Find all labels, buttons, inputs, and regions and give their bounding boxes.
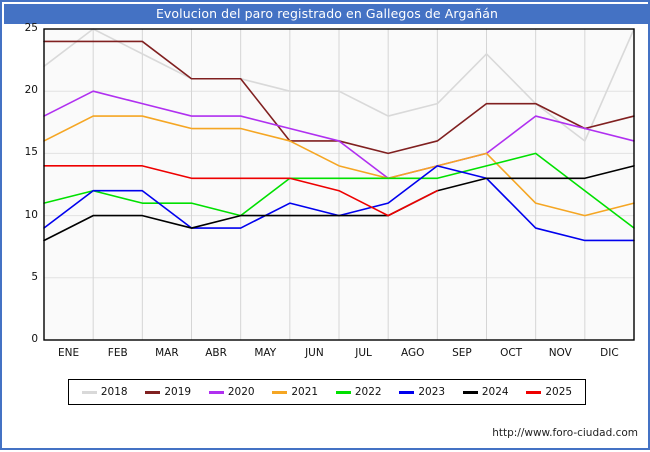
series-line-2025 bbox=[43, 165, 439, 217]
y-axis-tick-15: 15 bbox=[24, 146, 38, 159]
y-axis-tick-5: 5 bbox=[31, 270, 38, 283]
x-axis-tick-feb: FEB bbox=[107, 347, 128, 359]
legend-swatch-icon-2022 bbox=[335, 390, 351, 394]
plot-border bbox=[43, 28, 635, 341]
legend-swatch-icon-2019 bbox=[145, 390, 161, 394]
legend-label: 2019 bbox=[164, 386, 192, 398]
x-axis-tick-abr: ABR bbox=[205, 347, 227, 359]
x-axis-tick-jun: JUN bbox=[305, 347, 324, 359]
series-line-2021 bbox=[43, 115, 635, 217]
legend-item-2020[interactable]: 2020 bbox=[208, 386, 255, 398]
chart-legend: 2018 2019 2020 2021 2022 2023 2024 2025 bbox=[68, 379, 586, 405]
series-lines bbox=[43, 28, 635, 242]
legend-swatch-icon-2018 bbox=[81, 390, 97, 394]
legend-label: 2022 bbox=[354, 386, 382, 398]
x-axis-tick-ene: ENE bbox=[58, 347, 80, 359]
source-url: http://www.foro-ciudad.com bbox=[492, 427, 638, 439]
x-axis-tick-nov: NOV bbox=[548, 347, 572, 359]
legend-label: 2021 bbox=[291, 386, 319, 398]
legend-swatch-icon-2021 bbox=[272, 390, 288, 394]
legend-swatch-icon-2020 bbox=[208, 390, 224, 394]
x-axis-tick-oct: OCT bbox=[500, 347, 523, 359]
x-axis-tick-jul: JUL bbox=[355, 347, 372, 359]
legend-item-2024[interactable]: 2024 bbox=[462, 386, 509, 398]
legend-item-2018[interactable]: 2018 bbox=[81, 386, 128, 398]
legend-swatch-icon-2025 bbox=[526, 390, 542, 394]
legend-item-2019[interactable]: 2019 bbox=[145, 386, 191, 398]
x-axis-tick-mar: MAR bbox=[155, 347, 179, 359]
y-axis-tick-10: 10 bbox=[24, 208, 38, 221]
legend-label: 2025 bbox=[545, 386, 573, 398]
legend-swatch-icon-2024 bbox=[462, 390, 478, 394]
x-axis-tick-may: MAY bbox=[254, 347, 277, 359]
y-axis-tick-25: 25 bbox=[24, 22, 38, 34]
x-axis-tick-sep: SEP bbox=[452, 347, 472, 359]
chart-plot-container: 25 20 15 10 5 0 ENE FEB MAR ABR MAY JUN JUL AGO SEP OC… bbox=[2, 22, 650, 452]
series-line-2024 bbox=[43, 165, 635, 242]
legend-item-2021[interactable]: 2021 bbox=[272, 386, 318, 398]
legend-item-2022[interactable]: 2022 bbox=[335, 386, 382, 398]
series-line-2022 bbox=[43, 152, 635, 229]
legend-label: 2018 bbox=[100, 386, 128, 398]
legend-swatch-icon-2023 bbox=[399, 390, 415, 394]
x-axis-tick-dic: DIC bbox=[600, 347, 619, 359]
window-title: Evolucion del paro registrado en Gallego… bbox=[4, 4, 650, 24]
y-axis-tick-20: 20 bbox=[24, 84, 38, 97]
legend-label: 2024 bbox=[481, 386, 509, 398]
y-axis-tick-0: 0 bbox=[31, 333, 38, 345]
legend-item-2023[interactable]: 2023 bbox=[399, 386, 445, 398]
line-chart-svg bbox=[43, 28, 635, 341]
legend-label: 2020 bbox=[227, 386, 255, 398]
x-axis-tick-ago: AGO bbox=[401, 347, 425, 359]
legend-label: 2023 bbox=[418, 386, 446, 398]
series-line-2020 bbox=[43, 90, 635, 180]
legend-item-2025[interactable]: 2025 bbox=[526, 386, 572, 398]
